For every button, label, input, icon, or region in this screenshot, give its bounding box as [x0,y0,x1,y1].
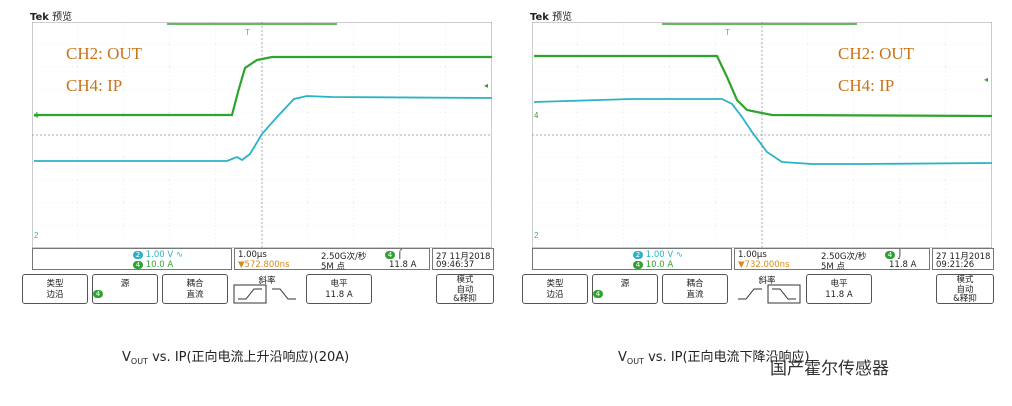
datetime-readout: 27 11月2018 09:21:26 [932,248,994,270]
menu-mode-button[interactable]: 模式 自动 &释抑 [436,274,494,304]
status-bar: 2 1.00 V ∿ 4 10.0 A 1.00µs 2.50G次/秒 4 ⌡ … [522,248,994,272]
scope-brand: Tek 预览 [530,12,573,23]
trigger-level-readout: 11.8 A [889,260,917,270]
annotation-ch2: CH2: OUT [838,44,915,63]
menu-coupling-button[interactable]: 耦合 直流 [162,274,228,304]
ch2-trace [533,98,992,165]
scope-left-panel: Tek 预览 T 4 2 ◂ CH2: OUT CH4: IP 2 1.00 V… [22,8,494,308]
timebase-readout: 1.00µs 2.50G次/秒 4 ⌡ ▼732.000ns 5M 点 11.8… [734,248,930,272]
bandwidth-icon: ∿ [175,250,183,260]
menu-level-button[interactable]: 电平 11.8 A [806,274,872,304]
ch4-badge: 4 [133,260,143,269]
record-length: 5M 点 [321,262,345,272]
ch2-badge: 2 [633,250,643,259]
ch2-scale: 1.00 V [645,250,674,260]
timebase-readout: 1.00µs 2.50G次/秒 4 ⌠ ▼572.800ns 5M 点 11.8… [234,248,430,272]
menu-level-button[interactable]: 电平 11.8 A [306,274,372,304]
ch4-ground-marker: 4 [534,111,539,120]
menu-coupling-button[interactable]: 耦合 直流 [662,274,728,304]
trigger-level-readout: 11.8 A [389,260,417,270]
menu-mode-button[interactable]: 模式 自动 &释抑 [936,274,994,304]
trigger-source-badge: 4 [885,250,895,259]
horizontal-offset: ▼732.000ns [738,260,790,270]
caption-left: VOUT vs. IP(正向电流上升沿响应)(20A) [122,350,350,366]
channel-readout: 2 1.00 V ∿ 4 10.0 A [532,248,732,270]
scope-brand: Tek 预览 [30,12,73,23]
datetime-readout: 27 11月2018 09:46:37 [432,248,494,270]
ch2-trace [34,95,492,162]
trigger-level-arrow-icon: ◂ [984,75,988,84]
trigger-source-badge: 4 [385,250,395,259]
ch2-badge: 2 [133,250,143,259]
ch4-scale: 10.0 A [645,260,674,270]
bandwidth-icon: ∿ [675,250,683,260]
channel-readout: 2 1.00 V ∿ 4 10.0 A [32,248,232,270]
annotation-ch4: CH4: IP [66,76,123,95]
slope-label: 斜率 [258,276,276,286]
horizontal-offset: ▼572.800ns [238,260,290,270]
time: 09:46:37 [436,260,475,270]
slope-options[interactable] [232,284,302,304]
ch4-trace [534,54,992,118]
ch2-ground-marker: 2 [534,231,539,240]
rising-edge-icon: ⌠ [397,250,403,260]
time: 09:21:26 [936,260,975,270]
falling-slope-icon [772,288,796,300]
trigger-marker-icon: T [725,28,730,37]
ch4-scale: 10.0 A [145,260,174,270]
rising-slope-icon[interactable] [738,288,762,300]
menu-slope-group[interactable]: 斜率 [232,274,302,304]
falling-slope-icon[interactable] [272,288,296,300]
slope-label: 斜率 [758,276,776,286]
sample-rate: 2.50G次/秒 [321,252,367,262]
rising-slope-icon [238,288,262,300]
waveform-svg: T 4 2 ◂ [532,22,992,248]
date: 27 11月2018 [436,252,491,262]
waveform-screen: T 4 2 ◂ CH2: OUT CH4: IP [32,22,492,248]
menu-type-button[interactable]: 类型 边沿 [522,274,588,304]
ch4-trace [34,55,492,117]
timebase-value: 1.00µs [738,250,767,260]
record-length: 5M 点 [821,262,845,272]
waveform-screen: T 4 2 ◂ CH2: OUT CH4: IP [532,22,992,248]
date: 27 11月2018 [936,252,991,262]
menu-type-button[interactable]: 类型 边沿 [22,274,88,304]
falling-edge-icon: ⌡ [897,250,903,260]
watermark-text: 国产霍尔传感器 [770,359,889,379]
trigger-level-arrow-icon: ◂ [484,81,488,90]
scope-right-panel: Tek 预览 T 4 2 ◂ CH2: OUT CH4: IP 2 1.00 V… [522,8,994,308]
annotation-ch4: CH4: IP [838,76,895,95]
ch4-badge: 4 [633,260,643,269]
trigger-marker-icon: T [245,28,250,37]
ch2-scale: 1.00 V [145,250,174,260]
menu-slope-group[interactable]: 斜率 [732,274,802,304]
annotation-ch2: CH2: OUT [66,44,143,63]
waveform-svg: T 4 2 ◂ [32,22,492,248]
ch4-ground-marker: 4 [34,111,39,120]
ch2-ground-marker: 2 [34,231,39,240]
caption-right: VOUT vs. IP(正向电流下降沿响应) [618,350,810,366]
status-bar: 2 1.00 V ∿ 4 10.0 A 1.00µs 2.50G次/秒 4 ⌠ … [22,248,494,272]
sample-rate: 2.50G次/秒 [821,252,867,262]
slope-options[interactable] [732,284,802,304]
timebase-value: 1.00µs [238,250,267,260]
